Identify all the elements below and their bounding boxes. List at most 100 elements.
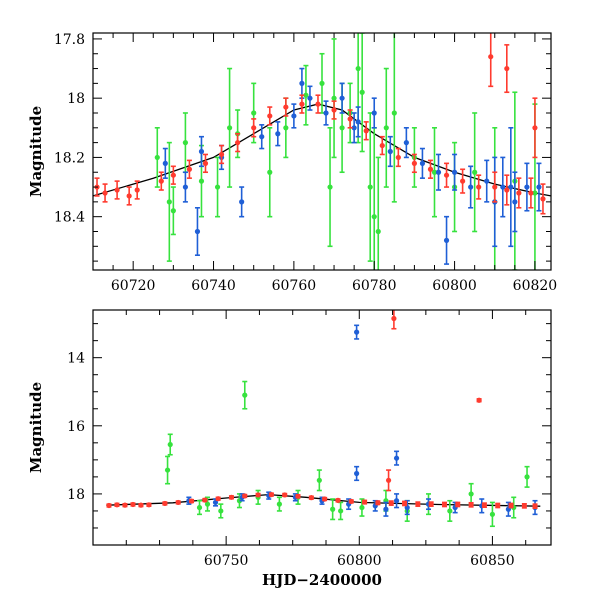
- x-tick-label: 60800: [432, 278, 477, 294]
- data-point: [322, 496, 328, 502]
- data-point: [435, 153, 442, 191]
- data-point: [299, 67, 305, 99]
- data-point: [196, 499, 203, 516]
- data-point: [504, 44, 510, 94]
- data-point: [540, 183, 546, 215]
- data-point: [198, 135, 205, 168]
- data-point: [500, 156, 506, 218]
- data-point: [182, 112, 189, 174]
- data-point: [215, 496, 221, 502]
- data-point: [431, 127, 438, 218]
- data-point: [154, 127, 160, 188]
- data-point: [239, 186, 245, 218]
- model-curve: [106, 493, 541, 507]
- bottom-panel: 60750 60800 60850 14 16 18 Magnitude HJD−240000…: [27, 309, 552, 589]
- data-point: [476, 174, 482, 200]
- data-point: [126, 186, 132, 206]
- plot-frame: [92, 309, 552, 546]
- data-point: [291, 103, 297, 129]
- data-point: [330, 498, 336, 521]
- data-point: [393, 493, 400, 509]
- data-point: [354, 465, 360, 482]
- data-point: [528, 177, 534, 209]
- data-point: [347, 109, 353, 129]
- data-point: [362, 499, 368, 505]
- data-point: [167, 433, 173, 456]
- data-point: [122, 502, 128, 508]
- data-point: [532, 97, 538, 159]
- data-point: [489, 501, 496, 528]
- data-point: [323, 100, 329, 126]
- data-point: [419, 147, 426, 179]
- data-point: [371, 97, 377, 129]
- data-point: [275, 121, 281, 147]
- data-point: [251, 118, 257, 138]
- plot-area: [93, 33, 551, 270]
- data-point: [363, 121, 369, 141]
- data-point: [188, 498, 195, 504]
- data-point: [267, 127, 273, 218]
- data-point: [428, 501, 434, 507]
- data-point: [218, 503, 224, 519]
- y-tick-label: 18: [67, 91, 85, 107]
- data-point: [460, 168, 466, 194]
- data-point: [130, 501, 136, 508]
- data-point: [375, 500, 381, 506]
- x-tick-label: 60820: [513, 278, 558, 294]
- data-point: [204, 496, 211, 512]
- data-point: [308, 495, 314, 501]
- data-point: [170, 186, 176, 236]
- data-point: [355, 106, 361, 138]
- data-point: [468, 482, 474, 505]
- data-point: [521, 502, 527, 509]
- data-point: [315, 94, 321, 114]
- data-point: [455, 501, 461, 508]
- data-point: [194, 206, 201, 256]
- data-point: [259, 124, 265, 150]
- y-tick-label: 17.8: [54, 32, 85, 48]
- data-point: [175, 499, 181, 506]
- data-point: [411, 153, 418, 174]
- y-tick-label: 16: [67, 419, 85, 435]
- x-tick-label: 60720: [111, 278, 156, 294]
- data-point: [102, 183, 108, 203]
- data-point: [468, 501, 474, 508]
- y-tick-label: 18.2: [54, 150, 85, 166]
- data-point: [214, 156, 221, 218]
- data-point: [182, 171, 189, 203]
- data-point: [504, 174, 510, 206]
- data-point: [339, 82, 345, 114]
- data-point: [395, 147, 401, 168]
- data-point: [218, 144, 225, 165]
- y-tick-label: 14: [67, 351, 85, 367]
- data-point: [388, 500, 394, 506]
- data-point: [492, 171, 498, 203]
- x-tick-label: 60750: [204, 553, 249, 569]
- data-point: [202, 153, 209, 174]
- data-point: [354, 324, 360, 340]
- data-point: [162, 500, 168, 507]
- data-point: [255, 492, 261, 498]
- data-point: [447, 499, 453, 522]
- data-point: [331, 38, 337, 159]
- data-point: [307, 85, 313, 111]
- data-point: [443, 215, 450, 265]
- data-point: [351, 112, 357, 144]
- data-point: [267, 106, 273, 126]
- data-point: [391, 310, 397, 330]
- x-tick-label: 60850: [470, 553, 515, 569]
- y-tick-label: 18: [67, 487, 85, 503]
- data-point: [282, 492, 288, 498]
- data-point: [158, 171, 164, 191]
- data-point: [228, 494, 235, 500]
- x-tick-label: 60780: [352, 278, 397, 294]
- data-point: [202, 497, 208, 503]
- plot-frame: [92, 32, 552, 271]
- data-point: [164, 455, 171, 485]
- data-point: [468, 165, 474, 209]
- plot-area: [106, 310, 541, 528]
- x-axis-title: HJD−2400000: [262, 571, 382, 589]
- x-tick-label: 60800: [337, 553, 382, 569]
- data-point: [114, 502, 120, 508]
